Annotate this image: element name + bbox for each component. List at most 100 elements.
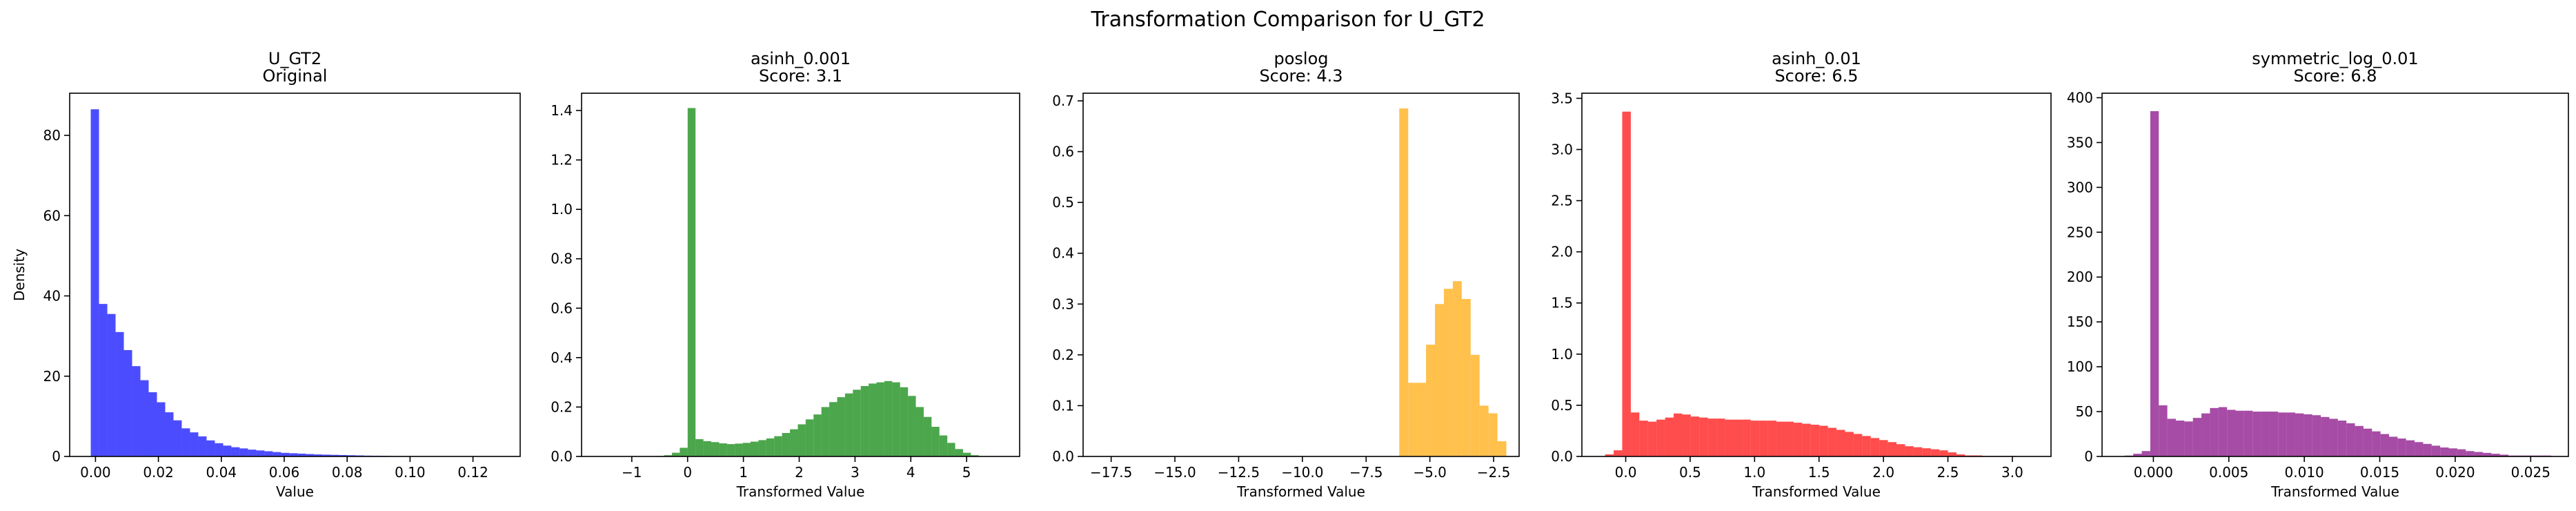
histogram-bar (223, 445, 232, 456)
y-tick-label: 1.0 (551, 201, 573, 218)
histogram-bar (971, 455, 979, 456)
histogram-bar (805, 419, 814, 456)
x-tick-label: 0.020 (2435, 464, 2475, 481)
histogram-bar (2406, 440, 2415, 456)
histogram-bar (2397, 438, 2406, 456)
histogram-bars (2124, 110, 2551, 456)
histogram-bar (2491, 454, 2500, 456)
histogram-bars (90, 109, 505, 456)
histogram-bar (892, 382, 900, 456)
histogram-bar (2184, 421, 2193, 456)
histogram-bar (687, 108, 696, 456)
histogram-bar (339, 454, 348, 456)
histogram-bar (908, 396, 916, 456)
histogram-bar (758, 440, 766, 456)
histogram-bar (2243, 410, 2253, 456)
histogram-bar (1716, 418, 1725, 456)
histogram-bar (198, 436, 207, 456)
histogram-bar (664, 455, 672, 456)
x-tick-label: −17.5 (1090, 464, 1132, 481)
histogram-bar (2141, 451, 2150, 456)
histogram-bar (1399, 108, 1409, 456)
y-tick-label: 200 (2067, 269, 2093, 285)
histogram-bar (1819, 425, 1828, 456)
histogram-bar (1725, 419, 1734, 456)
x-tick-label: 0.5 (1679, 464, 1701, 481)
x-tick-label: 0.015 (2360, 464, 2399, 481)
histogram-bar (2167, 418, 2176, 456)
x-tick-label: 0.00 (80, 464, 111, 481)
histogram-bar (797, 424, 806, 456)
x-axis-label: Transformed Value (736, 483, 865, 500)
histogram-bar (1435, 304, 1444, 456)
histogram-bar (1759, 421, 1768, 456)
histogram-bar (1862, 436, 1871, 456)
histogram-bar (2346, 423, 2355, 456)
histogram-bar (939, 435, 948, 456)
histogram-bar (900, 387, 909, 456)
x-tick-label: −2.5 (1477, 464, 1511, 481)
histogram-bar (248, 450, 257, 456)
histogram-bar (99, 304, 108, 456)
histogram-bar (1836, 430, 1845, 456)
histogram-bar (2295, 413, 2304, 456)
histogram-bar (2227, 409, 2236, 456)
chart-title: Score: 3.1 (759, 66, 842, 86)
histogram-bar (231, 447, 240, 456)
y-tick-label: 0.7 (1052, 93, 1074, 109)
histogram-bar (2499, 454, 2509, 456)
histogram-bar (2210, 407, 2219, 456)
chart-title: asinh_0.01 (1772, 49, 1861, 68)
chart-title: Score: 6.5 (1774, 66, 1858, 86)
histogram-bar (1853, 434, 1863, 456)
histogram-bar (1888, 442, 1897, 456)
y-axis-label: Density (11, 249, 28, 301)
histogram-bar (2312, 415, 2321, 456)
histogram-bar (876, 382, 884, 456)
histogram-bar (1470, 354, 1480, 456)
histogram-bar (2440, 447, 2449, 456)
histogram-bar (703, 441, 711, 456)
histogram-bar (322, 454, 331, 456)
histogram-bar (2372, 431, 2381, 456)
histogram-bar (2329, 418, 2338, 456)
histogram-bar (123, 349, 132, 456)
histogram-bar (2423, 443, 2432, 456)
x-tick-label: 0.04 (206, 464, 237, 481)
x-tick-label: −5.0 (1413, 464, 1447, 481)
histogram-bar (2133, 454, 2142, 456)
histogram-bar (256, 450, 265, 456)
x-axis-label: Transformed Value (1236, 483, 1365, 500)
chart-title: Score: 4.3 (1259, 66, 1343, 86)
x-tick-label: 2.5 (1937, 464, 1959, 481)
histogram-bar (751, 441, 759, 456)
histogram-bar (1488, 413, 1498, 456)
histogram-bar (1776, 421, 1785, 456)
histogram-bar (671, 452, 680, 456)
x-tick-label: −15.0 (1153, 464, 1196, 481)
histogram-bar (853, 389, 861, 456)
histogram-bar (1930, 449, 1940, 456)
histogram-bar (1750, 421, 1760, 456)
histogram-bar (2303, 414, 2312, 456)
histogram-bar (1614, 450, 1623, 456)
histogram-bar (719, 443, 727, 456)
x-tick-label: 0 (683, 464, 692, 481)
histogram-bar (962, 452, 971, 456)
x-tick-label: −7.5 (1349, 464, 1383, 481)
x-tick-label: 0.02 (143, 464, 174, 481)
chart-panel-5: 0.000 0.005 0.010 0.015 0.020 0.025 0 50 100 150 2… (2067, 49, 2569, 500)
x-tick-label: 1.0 (1743, 464, 1765, 481)
histogram-bar (1905, 446, 1914, 456)
x-tick-label: 3 (851, 464, 860, 481)
x-tick-label: 1 (739, 464, 748, 481)
histogram-bar (695, 438, 704, 456)
histogram-bars (656, 108, 979, 456)
axes-frame (581, 93, 1020, 457)
histogram-bar (148, 392, 157, 456)
histogram-bar (1630, 412, 1640, 456)
histogram-bar (2286, 412, 2296, 456)
y-tick-label: 0 (2084, 448, 2093, 465)
histogram-bar (1497, 441, 1507, 456)
